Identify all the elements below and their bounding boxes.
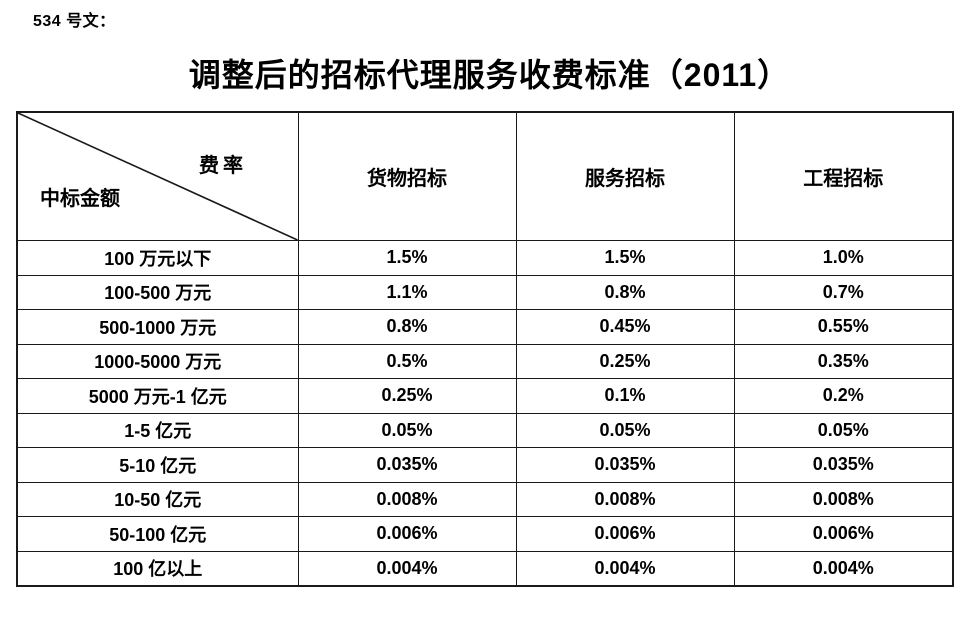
page-title: 调整后的招标代理服务收费标准（2011）: [188, 57, 791, 93]
fee-rate-cell: 0.035%: [733, 447, 954, 483]
fee-rate-cell: 0.008%: [733, 481, 954, 517]
fee-rate-cell: 0.008%: [297, 481, 517, 517]
fee-rate-cell: 0.5%: [297, 343, 517, 379]
fee-rate-cell: 0.7%: [733, 274, 954, 310]
table-row: 5-10 亿元 0.035% 0.035% 0.035%: [16, 447, 954, 483]
column-header-goods: 货物招标: [297, 111, 517, 241]
row-label-amount-tier: 500-1000 万元: [16, 309, 299, 345]
fee-rate-cell: 0.55%: [733, 309, 954, 345]
row-label-amount-tier: 1000-5000 万元: [16, 343, 299, 379]
row-label-amount-tier: 100 万元以下: [16, 240, 299, 276]
corner-header-cell: 费率 中标金额: [16, 111, 299, 241]
column-header-service: 服务招标: [515, 111, 735, 241]
table-row: 1000-5000 万元 0.5% 0.25% 0.35%: [16, 343, 954, 379]
row-label-amount-tier: 10-50 亿元: [16, 481, 299, 517]
fee-rate-cell: 1.5%: [515, 240, 735, 276]
fee-rate-cell: 0.05%: [515, 412, 735, 448]
table-row: 10-50 亿元 0.008% 0.008% 0.008%: [16, 481, 954, 517]
row-label-amount-tier: 1-5 亿元: [16, 412, 299, 448]
table-row: 100 万元以下 1.5% 1.5% 1.0%: [16, 240, 954, 276]
fee-rate-cell: 0.2%: [733, 378, 954, 414]
fee-standard-table: 费率 中标金额 货物招标 服务招标 工程招标 100 万元以下 1.5% 1.5% 1…: [16, 111, 954, 587]
fee-rate-cell: 0.8%: [515, 274, 735, 310]
corner-label-bid-amount: 中标金额: [40, 188, 120, 210]
fee-rate-cell: 0.006%: [297, 516, 517, 552]
fee-rate-cell: 1.0%: [733, 240, 954, 276]
fee-rate-cell: 0.05%: [297, 412, 517, 448]
header-row: 费率 中标金额 货物招标 服务招标 工程招标: [16, 111, 954, 241]
fee-rate-cell: 0.25%: [297, 378, 517, 414]
fee-rate-cell: 0.035%: [515, 447, 735, 483]
table-row: 500-1000 万元 0.8% 0.45% 0.55%: [16, 309, 954, 345]
doc-ref-number: 534 号文：: [33, 13, 116, 30]
fee-rate-cell: 1.1%: [297, 274, 517, 310]
fee-rate-cell: 0.006%: [515, 516, 735, 552]
fee-rate-cell: 0.1%: [515, 378, 735, 414]
fee-rate-cell: 0.035%: [297, 447, 517, 483]
row-label-amount-tier: 5000 万元-1 亿元: [16, 378, 299, 414]
fee-rate-cell: 1.5%: [297, 240, 517, 276]
fee-rate-cell: 0.004%: [297, 550, 517, 587]
table-row: 5000 万元-1 亿元 0.25% 0.1% 0.2%: [16, 378, 954, 414]
table-row: 100 亿以上 0.004% 0.004% 0.004%: [16, 550, 954, 587]
fee-rate-cell: 0.004%: [515, 550, 735, 587]
column-header-engineering: 工程招标: [733, 111, 954, 241]
fee-rate-cell: 0.35%: [733, 343, 954, 379]
row-label-amount-tier: 5-10 亿元: [16, 447, 299, 483]
fee-rate-cell: 0.25%: [515, 343, 735, 379]
table-row: 100-500 万元 1.1% 0.8% 0.7%: [16, 274, 954, 310]
table-row: 1-5 亿元 0.05% 0.05% 0.05%: [16, 412, 954, 448]
fee-rate-cell: 0.45%: [515, 309, 735, 345]
fee-rate-cell: 0.004%: [733, 550, 954, 587]
diagonal-divider-line: [18, 113, 297, 240]
row-label-amount-tier: 50-100 亿元: [16, 516, 299, 552]
fee-rate-cell: 0.05%: [733, 412, 954, 448]
fee-rate-cell: 0.006%: [733, 516, 954, 552]
row-label-amount-tier: 100 亿以上: [16, 550, 299, 587]
fee-rate-cell: 0.008%: [515, 481, 735, 517]
corner-label-rate: 费率: [199, 155, 247, 177]
fee-rate-cell: 0.8%: [297, 309, 517, 345]
row-label-amount-tier: 100-500 万元: [16, 274, 299, 310]
table-row: 50-100 亿元 0.006% 0.006% 0.006%: [16, 516, 954, 552]
